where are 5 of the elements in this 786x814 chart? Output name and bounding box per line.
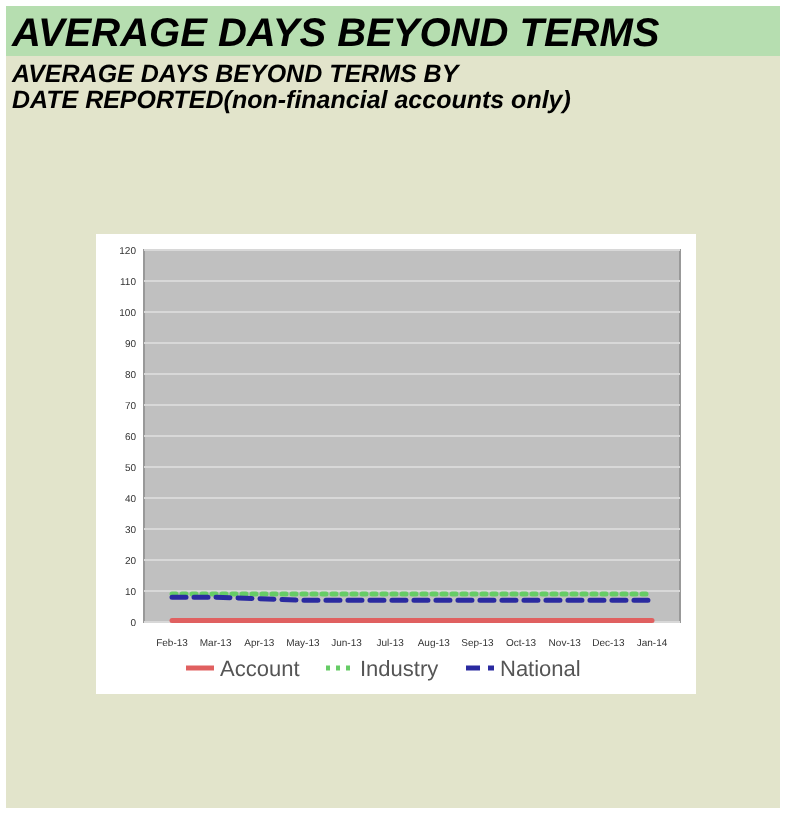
legend-label: Account: [220, 658, 300, 682]
chart-subtitle: AVERAGE DAYS BEYOND TERMS BY DATE REPORTED(non-financial accounts only): [10, 60, 571, 114]
legend-label: Industry: [360, 658, 440, 682]
legend-label: National: [500, 658, 581, 682]
chart-title: AVERAGE DAYS BEYOND TERMS: [10, 12, 661, 56]
